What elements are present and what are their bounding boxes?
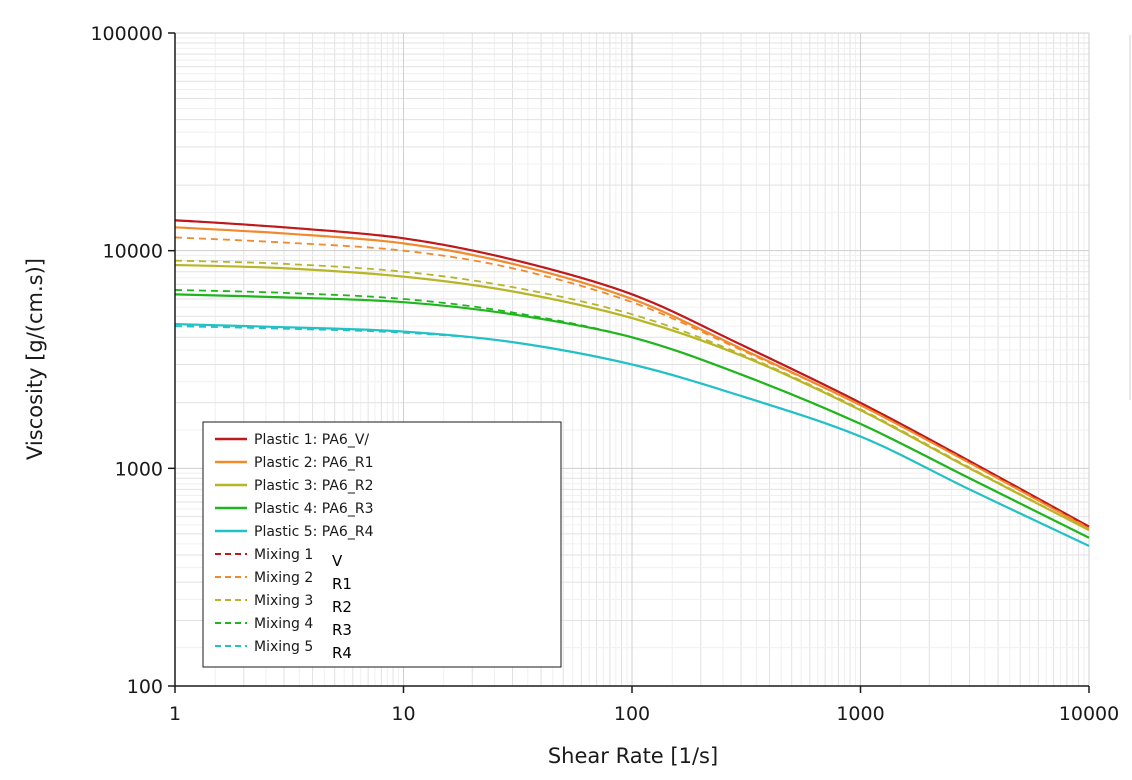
series-line-9 — [174, 289, 1090, 539]
y-tick-label: 1000 — [115, 458, 163, 480]
x-tick-label: 100 — [614, 703, 650, 725]
legend-items: Plastic 1: PA6_V/Plastic 2: PA6_R1 Plasti… — [215, 432, 374, 662]
legend-suffix-3: R2 — [332, 598, 352, 616]
y-tick-label: 100000 — [90, 23, 163, 45]
y-axis-title: Viscosity [g/(cm.s)] — [23, 258, 47, 460]
x-tick-label: 1000 — [836, 703, 884, 725]
legend-suffix-5: R4 — [332, 644, 352, 662]
series-line-10 — [174, 325, 1090, 547]
x-axis-title: Shear Rate [1/s] — [548, 744, 718, 768]
legend-label-8: Mixing 3 — [254, 593, 313, 609]
series-line-7 — [174, 236, 1090, 530]
series-lines — [174, 219, 1090, 547]
y-tick-label: 100 — [127, 676, 163, 698]
series-line-3 — [174, 263, 1090, 532]
legend-label-6: Mixing 1 — [254, 547, 313, 563]
legend-label-1: Plastic 1: PA6_V/ — [254, 432, 369, 448]
legend-suffix-4: R3 — [332, 621, 352, 639]
x-tick-label: 1 — [169, 703, 181, 725]
legend-suffix-1: V — [332, 552, 343, 570]
legend-label-3: Plastic 3: PA6_R2 — [254, 478, 373, 494]
series-line-8 — [174, 259, 1090, 531]
legend-label-4: Plastic 4: PA6_R3 — [254, 501, 373, 517]
legend-label-2: Plastic 2: PA6_R1 — [254, 455, 373, 471]
legend-label-7: Mixing 2 — [254, 570, 313, 586]
legend-label-9: Mixing 4 — [254, 616, 313, 632]
legend-label-10: Mixing 5 — [254, 639, 313, 655]
legend-suffix-2: R1 — [332, 575, 352, 593]
x-tick-label: 10 — [391, 703, 415, 725]
x-tick-label: 10000 — [1059, 703, 1119, 725]
legend-label-5: Plastic 5: PA6_R4 — [254, 524, 374, 540]
legend-box — [202, 421, 562, 668]
tick-labels: 1 10 100 1000 10000 100 1000 10000 100000 — [90, 23, 1119, 725]
y-tick-label: 10000 — [103, 241, 163, 263]
legend: Plastic 1: PA6_V/Plastic 2: PA6_R1 Plasti… — [202, 421, 562, 668]
series-line-6 — [174, 219, 1090, 528]
